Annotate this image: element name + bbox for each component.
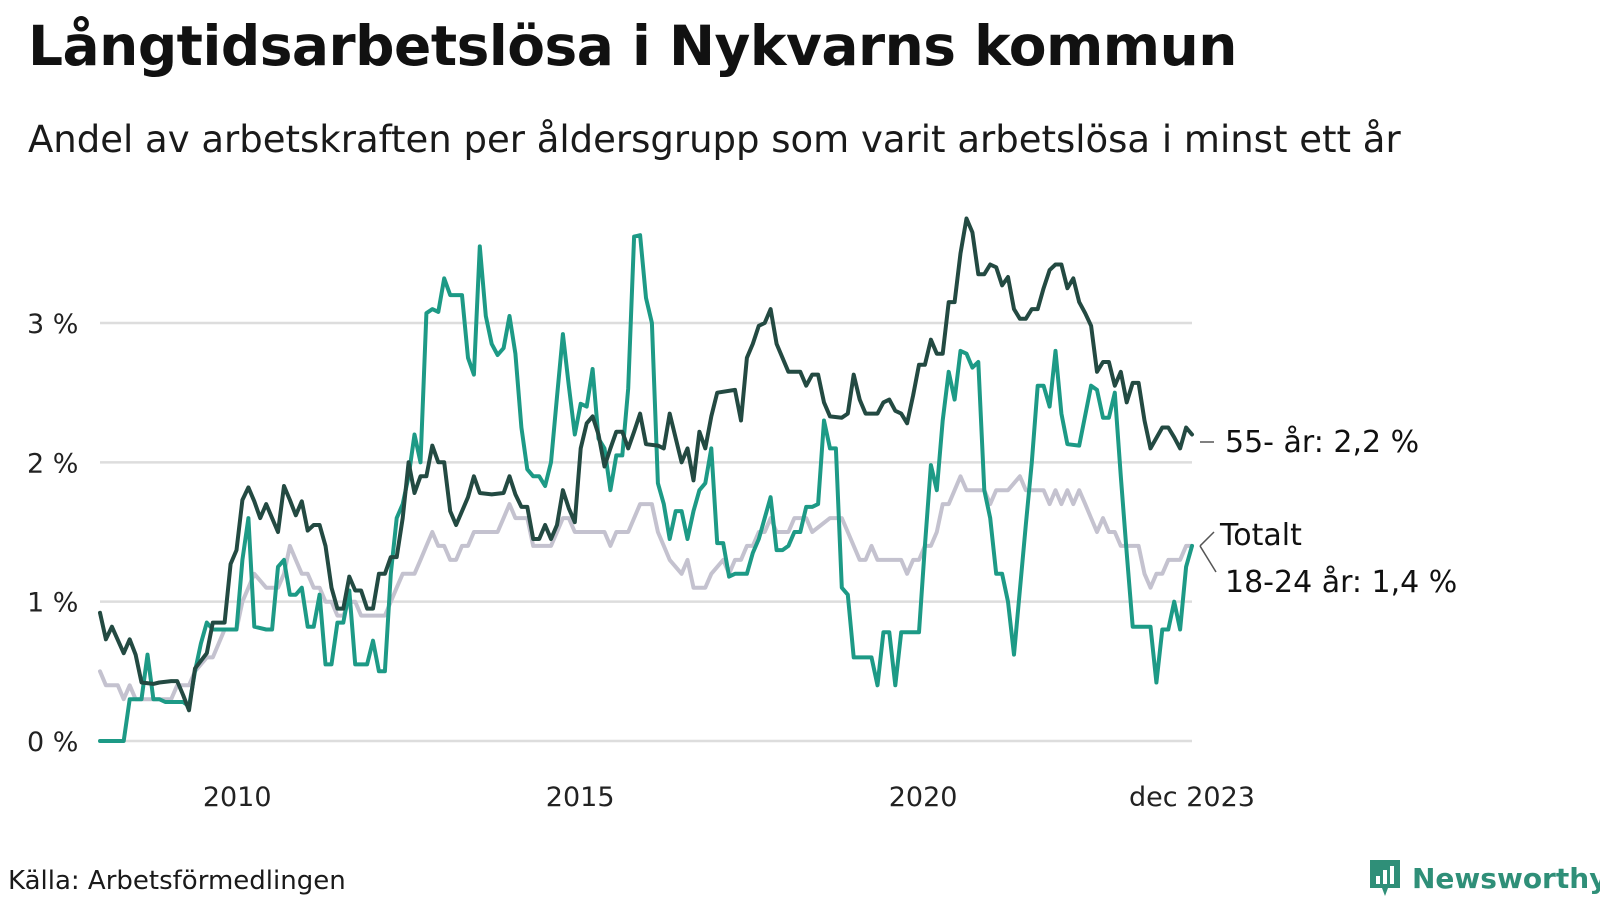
- end-label-total: Totalt: [1219, 518, 1302, 553]
- source-note: Källa: Arbetsförmedlingen: [8, 866, 346, 896]
- y-tick-label: 3 %: [27, 309, 78, 340]
- leader-18-24: [1199, 545, 1217, 573]
- x-tick-label: 2015: [546, 782, 615, 813]
- end-labels: 55- år: 2,2 % Totalt 18-24 år: 1,4 %: [1199, 425, 1457, 600]
- x-tick-label: dec 2023: [1129, 782, 1255, 813]
- leader-total: [1199, 531, 1215, 547]
- chart-subtitle: Andel av arbetskraften per åldersgrupp s…: [28, 118, 1401, 161]
- chart-title: Långtidsarbetslösa i Nykvarns kommun: [28, 14, 1237, 78]
- newsworthy-logo-icon: [1370, 860, 1400, 896]
- y-tick-label: 2 %: [27, 448, 78, 479]
- grid-lines: [100, 321, 1192, 743]
- series-line-18-24-r: [98, 233, 1194, 743]
- y-tick-label: 1 %: [27, 588, 78, 619]
- axes: 0 % 1 % 2 % 3 % 2010 2015 2020 dec 2023: [27, 309, 1255, 813]
- y-tick-label: 0 %: [27, 727, 78, 758]
- series-line-totalt: [98, 474, 1194, 702]
- x-tick-label: 2010: [203, 782, 272, 813]
- end-label-18-24: 18-24 år: 1,4 %: [1225, 565, 1457, 600]
- newsworthy-logo: Newsworthy: [1368, 858, 1600, 898]
- brand-name: Newsworthy: [1412, 861, 1600, 895]
- end-label-55: 55- år: 2,2 %: [1225, 425, 1419, 460]
- series-line-55-r: [98, 216, 1194, 713]
- x-tick-label: 2020: [889, 782, 958, 813]
- series-lines: [98, 216, 1194, 743]
